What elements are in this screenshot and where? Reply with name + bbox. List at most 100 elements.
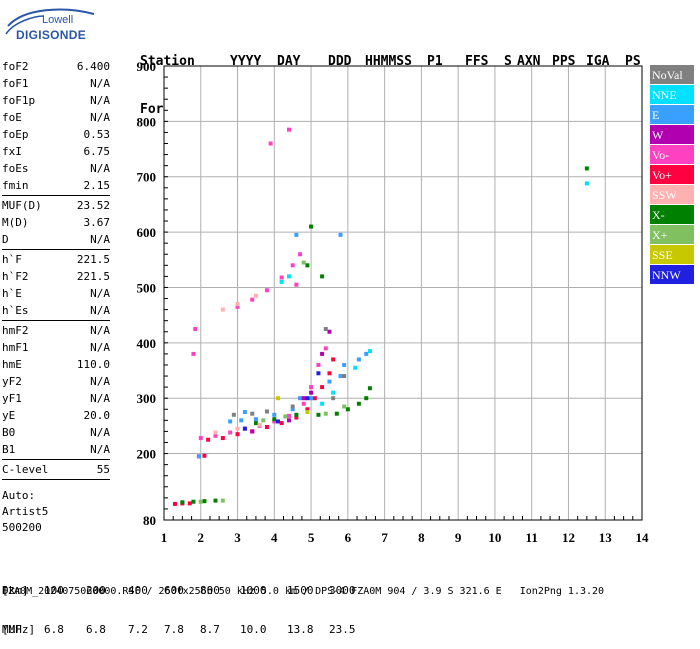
muf-distance-2: 200: [86, 584, 106, 597]
param-name: fxI: [2, 145, 22, 158]
data-point: [261, 418, 266, 423]
plot-frame: [163, 65, 643, 521]
program-info: Artist5: [2, 505, 49, 518]
y-tick-label: 700: [137, 170, 157, 185]
data-point: [312, 396, 317, 401]
param-row: foF1p N/A: [2, 92, 110, 109]
param-row: C-level 55: [2, 461, 110, 478]
header-label-9: PPS: [552, 54, 576, 69]
legend-vominus: Vo-: [650, 145, 694, 165]
data-point: [364, 396, 369, 401]
data-point: [309, 385, 314, 390]
data-point: [320, 401, 325, 406]
data-point: [250, 411, 255, 416]
x-tick-label: 12: [562, 530, 575, 545]
x-tick-label: 2: [198, 530, 205, 545]
data-point: [316, 362, 321, 367]
param-name: foF1: [2, 77, 29, 90]
param-name: M(D): [2, 216, 29, 229]
param-name: hmF2: [2, 324, 29, 337]
param-name: fmin: [2, 179, 29, 192]
program-info: Auto:: [2, 489, 36, 502]
header-label-0: Station: [140, 54, 195, 69]
param-value: 6.75: [83, 145, 111, 158]
ionogram-plot: 1 2 3 4 5 6 7 8 9 10 11 12 13 14802003004005006007008…: [137, 59, 650, 545]
logo-line2: DIGISONDE: [16, 28, 87, 42]
muf-value-2: 6.8: [86, 623, 106, 636]
param-name: foE: [2, 111, 22, 124]
muf-value-7: 13.8: [287, 623, 314, 636]
muf-distance-5: 800: [200, 584, 220, 597]
header-label-3: DDD: [328, 54, 352, 69]
data-point: [309, 396, 314, 401]
data-point: [294, 232, 299, 237]
header-label-1: YYYY: [230, 54, 262, 69]
data-point: [220, 307, 225, 312]
data-point: [327, 371, 332, 376]
data-point: [323, 411, 328, 416]
param-separator: [2, 459, 110, 460]
data-point: [173, 501, 178, 506]
param-value: 221.5: [76, 270, 110, 283]
x-tick-label: 10: [488, 530, 501, 545]
legend-nne: NNE: [650, 85, 694, 105]
data-point: [287, 127, 292, 132]
data-point: [264, 409, 269, 414]
data-point: [264, 424, 269, 429]
data-point: [301, 396, 306, 401]
data-point: [331, 390, 336, 395]
data-point: [191, 351, 196, 356]
param-value: N/A: [90, 324, 110, 337]
param-name: foF2: [2, 60, 29, 73]
muf-frequency-row: MUF 6.8 6.8 7.2 7.8 8.7 10.0 13.8 23.5 [MHz]: [2, 623, 402, 636]
data-point: [342, 404, 347, 409]
data-point: [228, 419, 233, 424]
data-point: [253, 293, 258, 298]
param-name: C-level: [2, 463, 49, 476]
param-row: foF2 6.400: [2, 58, 110, 75]
data-point: [242, 410, 247, 415]
data-point: [327, 329, 332, 334]
legend-voplus: Vo+: [650, 165, 694, 185]
param-name: h`Es: [2, 304, 29, 317]
plot-area: [164, 66, 642, 520]
y-tick-label: 900: [137, 59, 157, 74]
data-point: [345, 407, 350, 412]
data-point: [294, 282, 299, 287]
data-point: [584, 181, 589, 186]
muf-value-8: 23.5: [329, 623, 356, 636]
data-point: [275, 419, 280, 424]
data-point: [264, 288, 269, 293]
data-point: [338, 374, 343, 379]
data-point: [253, 417, 258, 422]
data-point: [584, 166, 589, 171]
data-point: [323, 326, 328, 331]
x-tick-label: 7: [381, 530, 388, 545]
data-point: [298, 396, 303, 401]
param-value: 3.67: [83, 216, 111, 229]
param-value: N/A: [90, 443, 110, 456]
muf-value-4: 7.8: [164, 623, 184, 636]
data-point: [353, 365, 358, 370]
x-tick-label: 11: [526, 530, 538, 545]
muf-distance-1: 100: [44, 584, 64, 597]
header-labels-row: Station YYYY DAY DDD HHMMSS P1 FFS S AXN PPS IGA PS: [140, 54, 660, 70]
data-point: [342, 362, 347, 367]
data-point: [268, 141, 273, 146]
param-row: fxI 6.75: [2, 143, 110, 160]
muf-distance-6: 1000: [240, 584, 267, 597]
data-point: [220, 436, 225, 441]
param-value: 55: [96, 463, 110, 476]
data-point: [180, 500, 185, 505]
param-row: foEs N/A: [2, 160, 110, 177]
y-tick-label: 400: [137, 336, 157, 351]
logo-swoosh-icon: [5, 8, 95, 35]
legend-xplus: X+: [650, 225, 694, 245]
muf-distance-0: D: [2, 584, 9, 597]
data-point: [301, 401, 306, 406]
data-point: [305, 396, 310, 401]
data-point: [235, 304, 240, 309]
y-tick-label: 500: [137, 280, 157, 295]
data-point: [198, 499, 203, 504]
legend-e: E: [650, 105, 694, 125]
